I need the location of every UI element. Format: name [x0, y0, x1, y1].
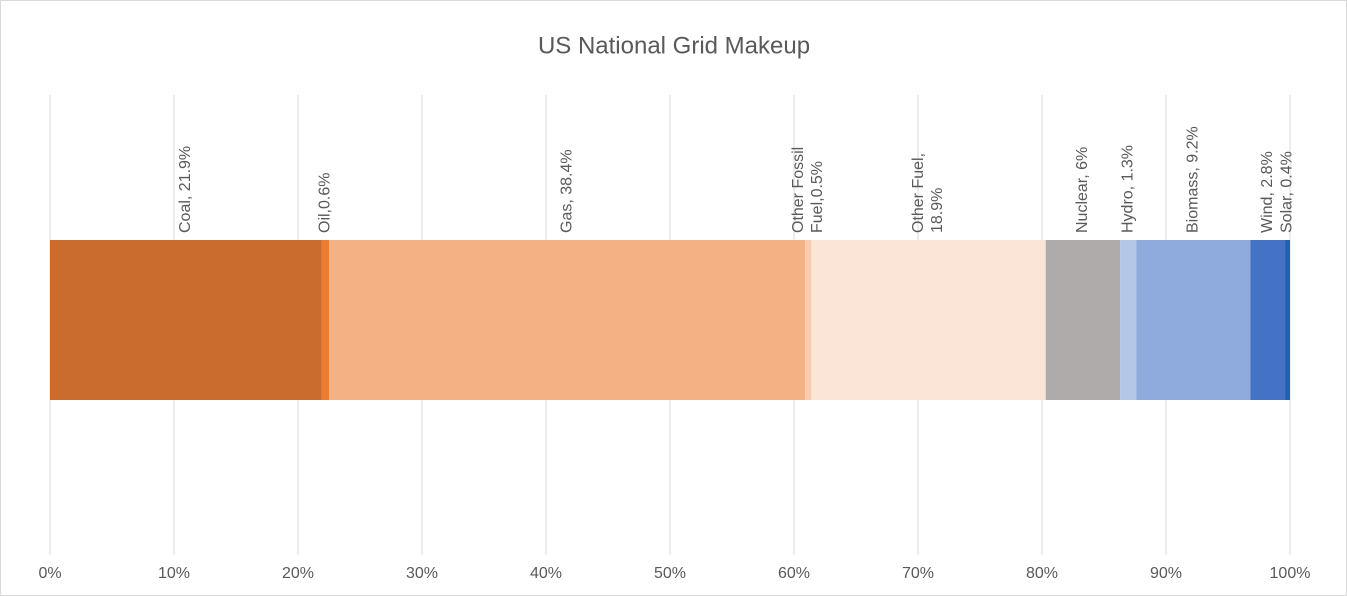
bar-segment [1136, 240, 1251, 400]
bar-segment [805, 240, 812, 400]
data-label: Other Fossil Fuel,0.5% [790, 142, 826, 233]
data-label-line: Fuel,0.5% [809, 161, 826, 233]
data-label-line: 18.9% [929, 188, 946, 233]
bar-segment [1045, 240, 1121, 400]
data-label: Biomass, 9.2% [1184, 126, 1201, 233]
bar-segment [1250, 240, 1286, 400]
x-tick-label: 100% [1270, 565, 1311, 582]
x-tick-label: 70% [902, 565, 934, 582]
x-tick-label: 50% [654, 565, 686, 582]
data-label: Hydro, 1.3% [1119, 145, 1136, 233]
x-tick-label: 30% [406, 565, 438, 582]
x-tick-label: 60% [778, 565, 810, 582]
data-label: Solar, 0.4% [1279, 151, 1296, 233]
data-label: Nuclear, 6% [1074, 147, 1091, 233]
bar-segment [329, 240, 806, 400]
x-tick-label: 20% [282, 565, 314, 582]
data-label: Coal, 21.9% [177, 146, 194, 233]
bar-segment [811, 240, 1046, 400]
bar-segment [321, 240, 329, 400]
data-label-line: Other Fossil [790, 142, 807, 233]
bar-segment [1120, 240, 1137, 400]
x-tick-label: 10% [158, 565, 190, 582]
x-tick-label: 90% [1150, 565, 1182, 582]
data-label: Oil,0.6% [316, 173, 333, 233]
x-tick-label: 0% [38, 565, 61, 582]
data-label-line: Other Fuel, [910, 149, 927, 233]
x-tick-label: 40% [530, 565, 562, 582]
x-tick-label: 80% [1026, 565, 1058, 582]
chart-title: US National Grid Makeup [538, 32, 810, 59]
bar-segment [50, 240, 322, 400]
data-label: Gas, 38.4% [558, 149, 575, 233]
data-label: Other Fuel, 18.9% [910, 149, 946, 233]
bar-segment [1285, 240, 1290, 400]
data-label: Wind, 2.8% [1259, 151, 1276, 233]
